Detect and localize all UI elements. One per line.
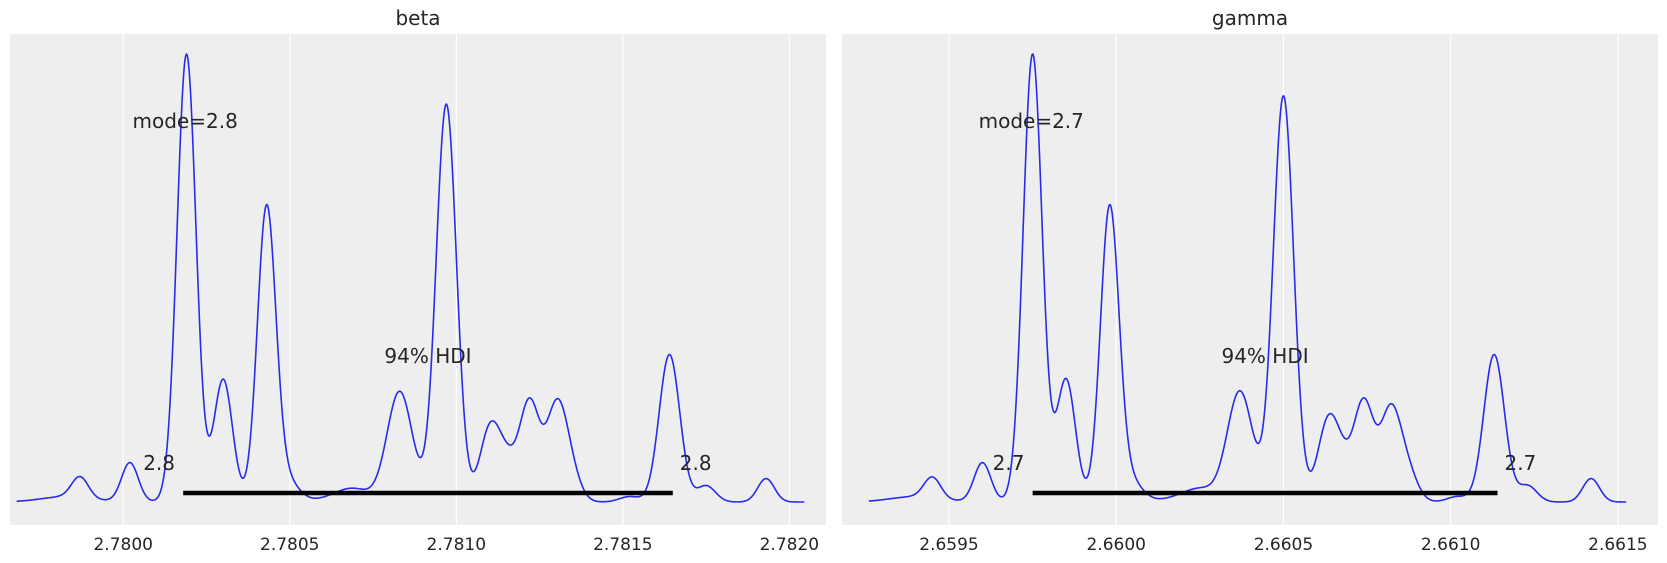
mode-label: mode=2.7 (979, 109, 1084, 133)
x-tick-label: 2.7805 (260, 535, 319, 555)
gamma-posterior-panel: mode=2.7 94% HDI 2.7 2.7 2.6595 2.6600 2.6… (842, 6, 1658, 555)
x-tick-label: 2.6615 (1588, 535, 1647, 555)
x-axis-ticks: 2.6595 2.6600 2.6605 2.6610 2.6615 (919, 535, 1647, 555)
kde-curve (16, 53, 805, 503)
panel-title: gamma (1212, 6, 1288, 30)
panel-title: beta (395, 6, 440, 30)
grid-lines (122, 34, 790, 525)
x-tick-label: 2.7800 (93, 535, 152, 555)
hdi-lower-label: 2.8 (143, 451, 175, 475)
x-tick-label: 2.6605 (1254, 535, 1313, 555)
hdi-upper-label: 2.7 (1504, 451, 1536, 475)
hdi-label: 94% HDI (384, 344, 471, 368)
x-tick-label: 2.6595 (919, 535, 978, 555)
x-tick-label: 2.7810 (427, 535, 486, 555)
x-tick-label: 2.6600 (1086, 535, 1145, 555)
plot-area (10, 34, 826, 525)
x-tick-label: 2.7815 (593, 535, 652, 555)
hdi-upper-label: 2.8 (680, 451, 712, 475)
x-axis-ticks: 2.7800 2.7805 2.7810 2.7815 2.7820 (93, 535, 819, 555)
kde-curve (868, 53, 1627, 503)
beta-posterior-panel: mode=2.8 94% HDI 2.8 2.8 2.7800 2.7805 2.7… (10, 6, 826, 555)
grid-lines (948, 34, 1619, 525)
plot-area (842, 34, 1658, 525)
x-tick-label: 2.6610 (1421, 535, 1480, 555)
mode-label: mode=2.8 (133, 109, 238, 133)
hdi-lower-label: 2.7 (993, 451, 1025, 475)
hdi-label: 94% HDI (1221, 344, 1308, 368)
x-tick-label: 2.7820 (760, 535, 819, 555)
